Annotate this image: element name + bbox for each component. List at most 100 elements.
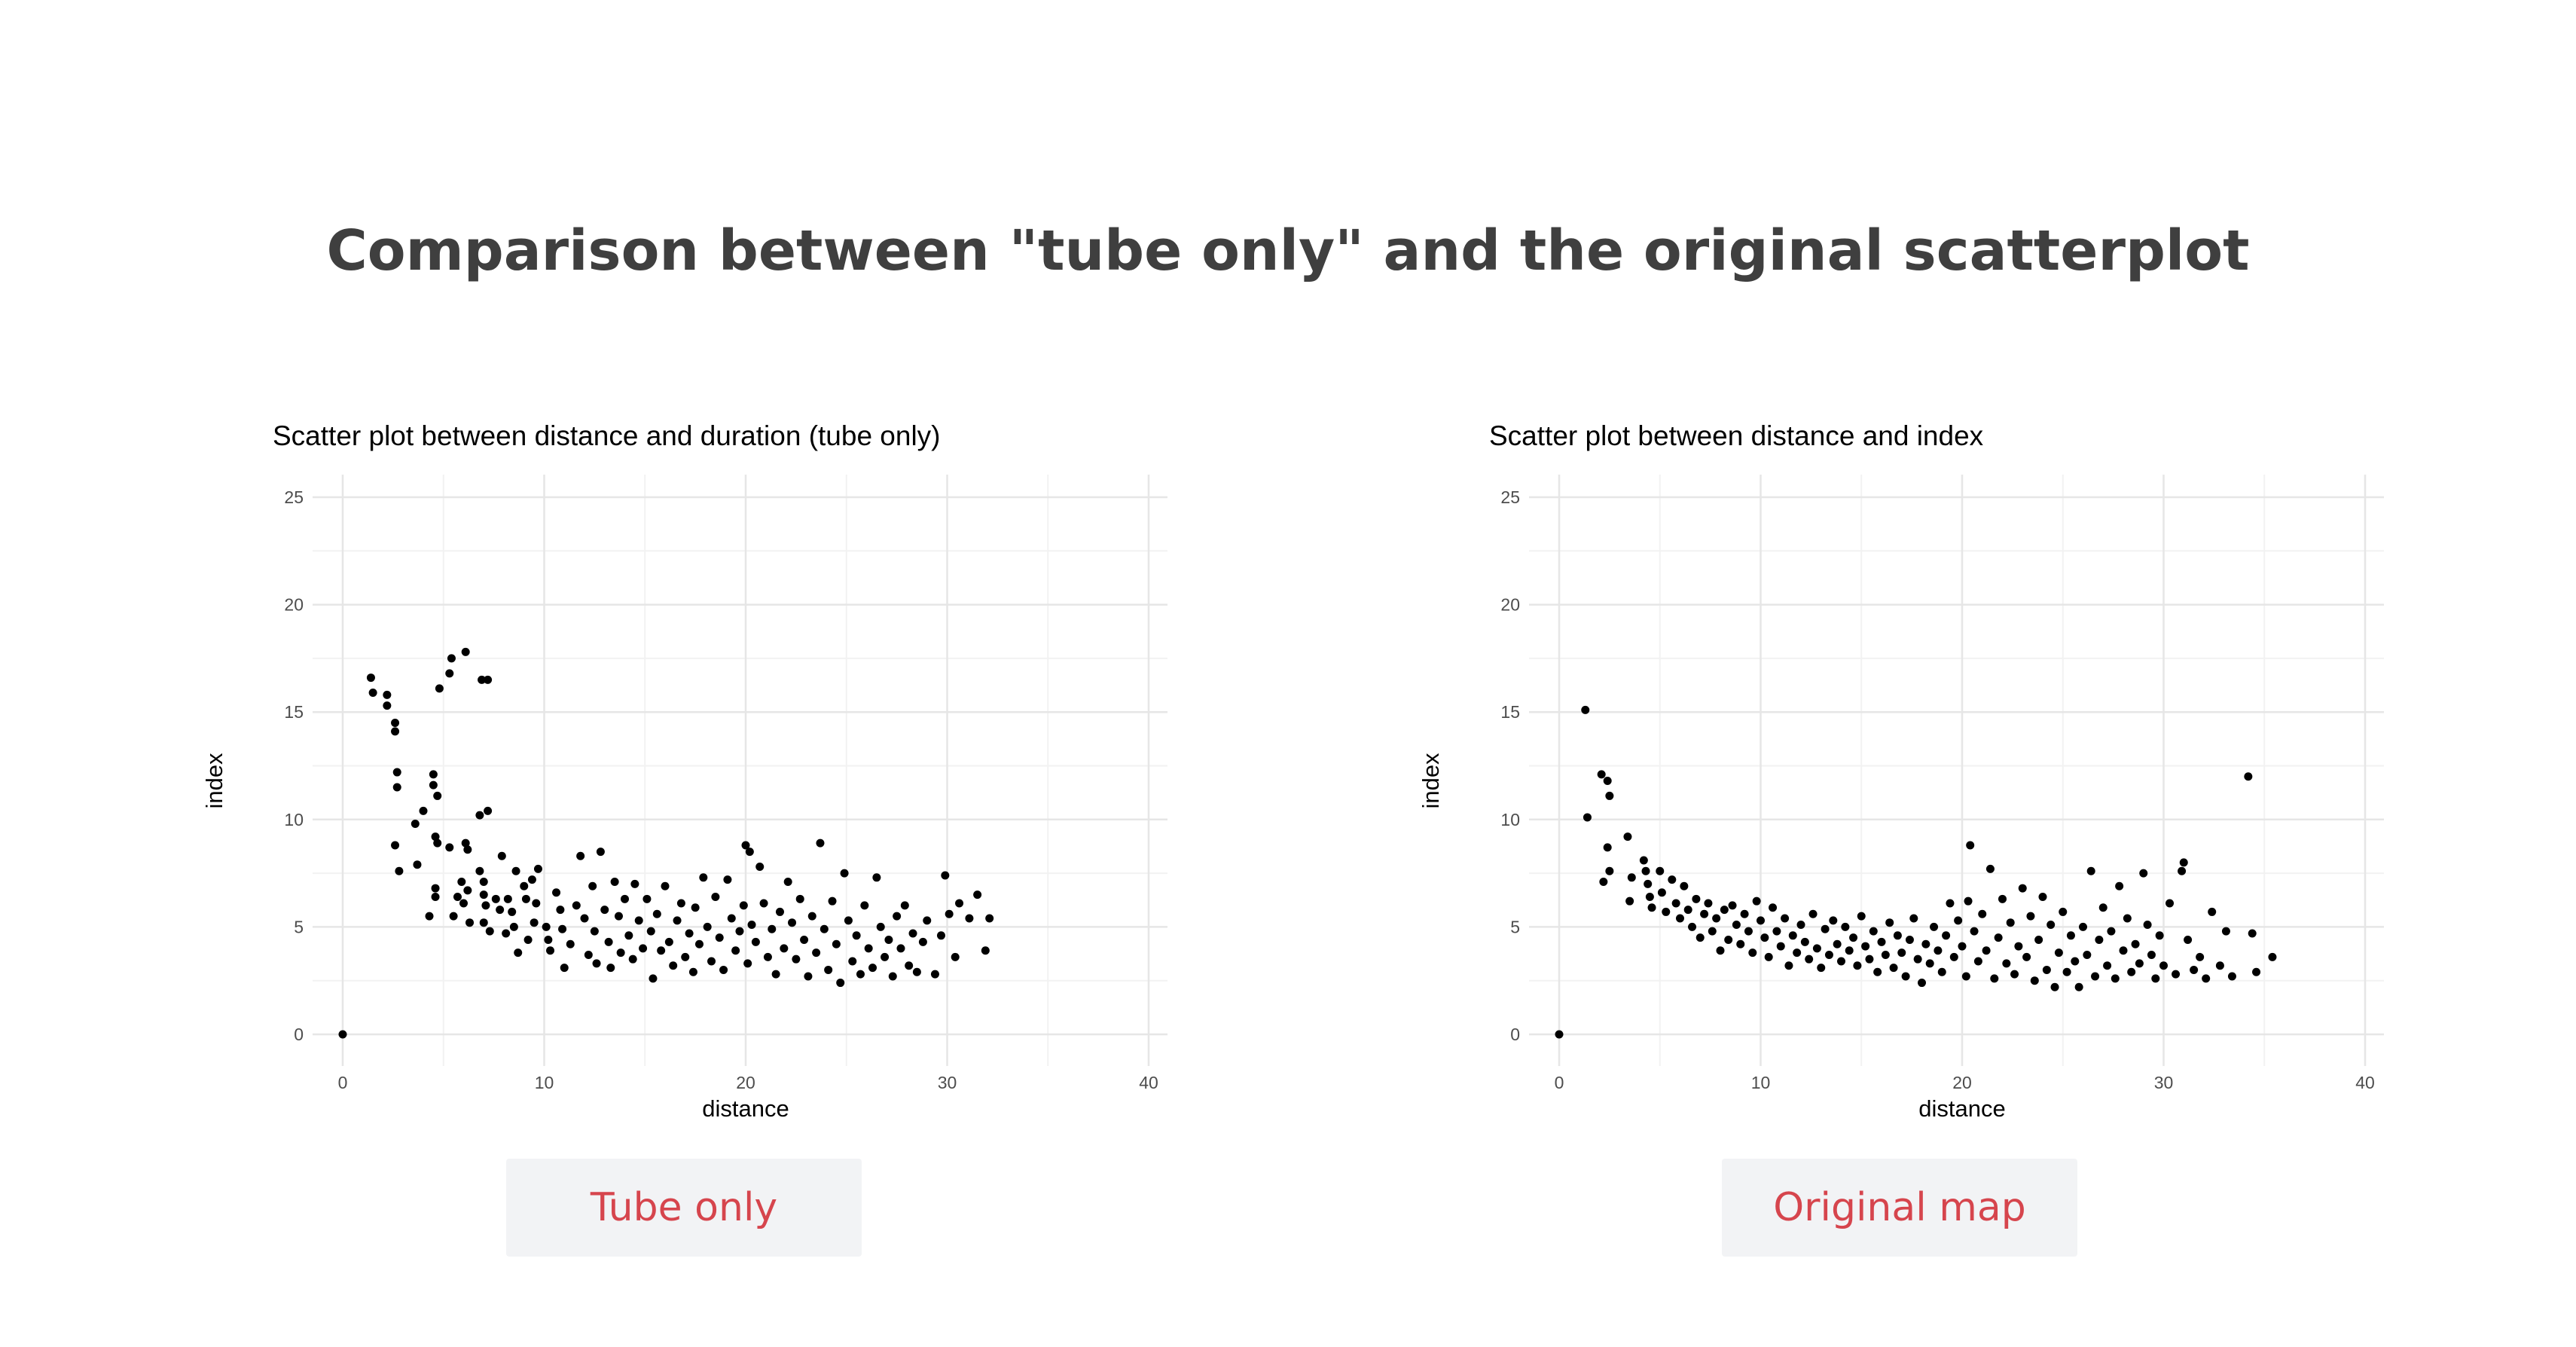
data-point: [425, 912, 434, 921]
data-point: [2083, 950, 2092, 959]
data-point: [836, 979, 845, 988]
y-tick-label: 20: [284, 595, 304, 615]
data-point: [1671, 899, 1680, 908]
data-point: [2131, 939, 2140, 948]
data-point: [1909, 914, 1918, 923]
data-point: [596, 848, 605, 857]
data-point: [792, 955, 801, 964]
data-point: [768, 924, 777, 933]
data-point: [719, 965, 728, 974]
data-point: [2095, 936, 2104, 945]
data-point: [461, 647, 470, 656]
data-point: [876, 922, 885, 931]
data-point: [1784, 961, 1793, 970]
data-point: [965, 914, 974, 923]
data-point: [465, 918, 475, 927]
data-point: [2159, 961, 2168, 970]
data-point: [2202, 974, 2211, 983]
original-map-button[interactable]: Original map: [1722, 1159, 2077, 1257]
data-point: [511, 866, 520, 875]
data-point: [2208, 907, 2217, 916]
data-point: [1760, 933, 1769, 942]
data-point: [2190, 965, 2199, 974]
data-point: [743, 959, 752, 968]
y-tick-label: 0: [294, 1025, 304, 1044]
data-point: [739, 901, 748, 910]
tube-only-button[interactable]: Tube only: [506, 1159, 862, 1257]
y-tick-label: 25: [284, 487, 304, 507]
data-point: [338, 1030, 347, 1039]
data-point: [1964, 896, 1973, 906]
data-point: [383, 701, 392, 710]
data-point: [1841, 922, 1850, 931]
data-point: [433, 838, 442, 848]
data-point: [1732, 921, 1741, 930]
data-point: [521, 894, 530, 903]
data-point: [1583, 813, 1592, 822]
data-point: [2014, 942, 2023, 951]
data-point: [1857, 912, 1866, 921]
data-point: [2034, 936, 2043, 945]
data-point: [1644, 879, 1653, 888]
data-point: [788, 918, 797, 927]
data-point: [2111, 974, 2120, 983]
data-point: [368, 689, 377, 698]
data-point: [652, 909, 661, 918]
data-point: [1905, 936, 1914, 945]
data-point: [2165, 899, 2175, 908]
y-tick-label: 5: [294, 917, 304, 936]
data-point: [2042, 965, 2051, 974]
y-tick-label: 20: [1500, 595, 1520, 615]
data-point: [688, 967, 697, 976]
data-point: [2147, 950, 2156, 959]
data-point: [1647, 903, 1656, 912]
data-point: [2143, 921, 2152, 930]
data-point: [2006, 918, 2015, 927]
data-point: [2062, 967, 2071, 976]
data-point: [747, 921, 756, 930]
data-point: [463, 886, 472, 895]
data-point: [1958, 942, 1967, 951]
data-point: [533, 864, 542, 873]
data-point: [2252, 967, 2261, 976]
data-point: [1877, 937, 1886, 946]
data-point: [881, 952, 890, 961]
data-point: [1683, 906, 1692, 915]
data-point: [981, 946, 990, 955]
data-point: [419, 806, 428, 815]
x-tick-label: 0: [1555, 1073, 1564, 1092]
data-point: [852, 931, 861, 940]
data-point: [816, 838, 825, 848]
data-point: [741, 841, 750, 850]
data-point: [1861, 942, 1870, 951]
data-point: [1692, 894, 1701, 903]
data-point: [1603, 843, 1612, 852]
data-point: [951, 952, 960, 961]
chart-panel-original-map: Scatter plot between distance and index …: [1420, 407, 2399, 1160]
data-point: [848, 957, 857, 966]
data-point: [2221, 927, 2230, 936]
data-point: [1869, 927, 1878, 936]
data-point: [1623, 832, 1632, 841]
data-point: [1788, 931, 1797, 940]
data-point: [864, 944, 873, 953]
data-point: [646, 927, 655, 936]
data-point: [457, 878, 466, 887]
y-tick-label: 15: [1500, 702, 1520, 722]
data-point: [1680, 881, 1689, 890]
data-point: [872, 873, 881, 882]
data-point: [923, 916, 932, 925]
y-axis-label: index: [203, 753, 227, 809]
data-point: [449, 912, 458, 921]
data-point: [1845, 946, 1854, 955]
data-point: [1970, 927, 1979, 936]
data-point: [2248, 929, 2257, 938]
x-tick-label: 0: [338, 1073, 348, 1092]
data-point: [1716, 946, 1725, 955]
data-point: [783, 878, 792, 887]
data-point: [1893, 931, 1902, 940]
x-tick-label: 10: [1751, 1073, 1771, 1092]
data-point: [685, 929, 694, 938]
data-point: [751, 937, 760, 946]
data-point: [1796, 921, 1805, 930]
